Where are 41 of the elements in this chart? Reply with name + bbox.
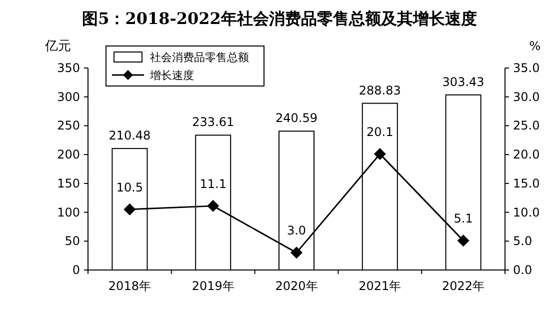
x-tick-label: 2019年 <box>192 279 234 293</box>
point <box>457 234 470 247</box>
data-label: 288.83 <box>358 83 401 98</box>
y2-tick-label: 10.0 <box>513 205 540 220</box>
data-label: 210.48 <box>108 128 151 143</box>
data-label: 11.1 <box>200 176 226 191</box>
y-tick-label: 200 <box>57 148 80 162</box>
data-label: 20.1 <box>366 124 394 139</box>
x-tick-label: 2022年 <box>442 279 485 293</box>
y2-tick-label: 25.0 <box>513 118 540 133</box>
data-label: 5.1 <box>454 212 473 226</box>
y2-tick-label: 20.0 <box>513 148 540 162</box>
data-label: 10.5 <box>116 180 144 194</box>
y-tick-label: 300 <box>57 90 80 104</box>
y2-tick-label: 0.0 <box>513 263 532 277</box>
y-axis-title: 亿元 <box>44 39 71 54</box>
data-label: 303.43 <box>442 74 484 89</box>
y-tick-label: 0 <box>72 263 80 277</box>
legend-label: 社会消费品零售总额 <box>150 51 249 64</box>
point <box>207 200 220 212</box>
data-label: 240.59 <box>276 111 318 126</box>
point <box>290 246 302 259</box>
point <box>124 203 136 216</box>
y2-tick-label: 5.0 <box>513 234 532 248</box>
y2-tick-label: 15.0 <box>513 176 540 190</box>
y-tick-label: 100 <box>57 205 80 220</box>
x-tick-label: 2020年 <box>275 279 318 293</box>
data-label: 3.0 <box>286 224 306 238</box>
x-tick-label: 2018年 <box>108 279 151 293</box>
y-tick-label: 350 <box>57 61 80 75</box>
x-tick-label: 2021年 <box>358 279 402 293</box>
y2-axis-title: % <box>529 39 541 53</box>
data-label: 233.61 <box>192 115 234 130</box>
chart-title: 图5：2018-2022年社会消费品零售总额及其增长速度 <box>82 9 477 28</box>
y-tick-label: 250 <box>57 118 80 133</box>
y-tick-label: 50 <box>64 234 80 248</box>
point <box>374 148 386 160</box>
y-tick-label: 150 <box>57 176 80 190</box>
y2-tick-label: 30.0 <box>513 90 540 104</box>
y2-tick-label: 35.0 <box>513 61 540 75</box>
legend-label: 增长速度 <box>149 69 194 82</box>
